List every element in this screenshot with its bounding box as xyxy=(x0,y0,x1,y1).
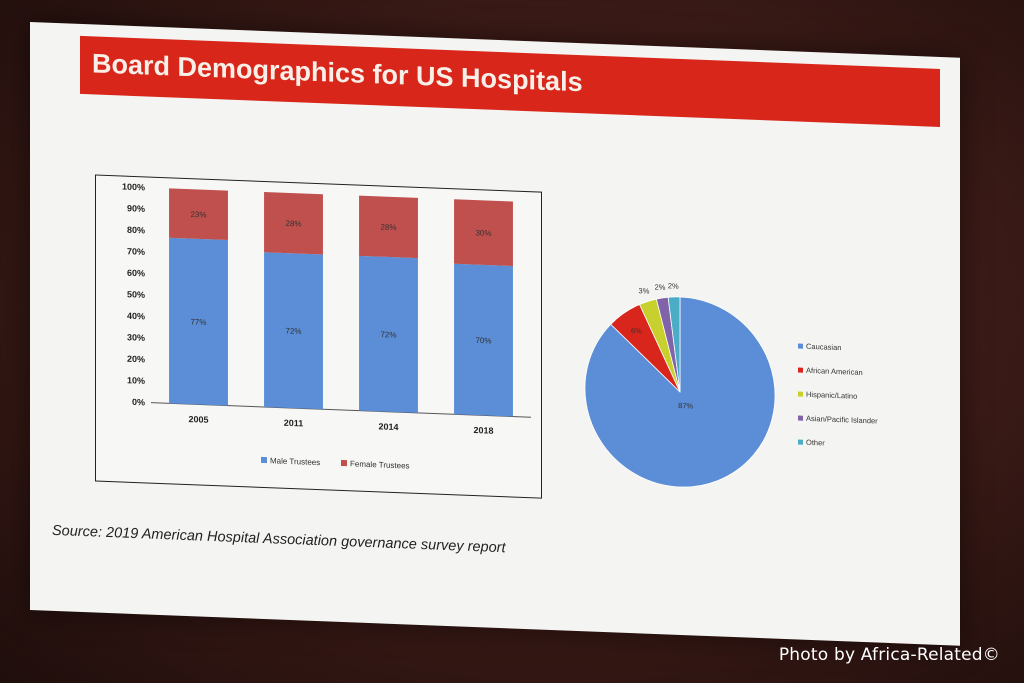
bar-segment xyxy=(169,237,228,406)
bar-segment xyxy=(454,263,513,417)
legend-swatch xyxy=(798,367,803,373)
source-note: Source: 2019 American Hospital Associati… xyxy=(52,522,506,557)
legend-label: Hispanic/Latino xyxy=(806,390,857,401)
legend-swatch xyxy=(341,459,347,467)
y-tick-label: 50% xyxy=(127,289,145,300)
legend-label: Male Trustees xyxy=(270,456,320,467)
presentation-slide: Board Demographics for US Hospitals 0% 10… xyxy=(30,22,960,646)
x-tick-label: 2018 xyxy=(473,425,493,436)
bar-segment xyxy=(359,195,418,259)
y-tick-label: 20% xyxy=(127,354,145,365)
pie-data-label: 6% xyxy=(631,326,642,335)
slide-title: Board Demographics for US Hospitals xyxy=(92,48,583,98)
legend-label: Caucasian xyxy=(806,342,841,352)
pie-data-label: 87% xyxy=(678,401,693,411)
legend-label: Asian/Pacific Islander xyxy=(806,414,878,426)
bar-segment xyxy=(264,191,323,255)
bar-data-label: 70% xyxy=(475,336,491,346)
bar-data-label: 28% xyxy=(380,223,396,233)
legend-swatch xyxy=(798,343,803,349)
stacked-bar-chart: 0% 10% 20% 30% 40% 50% 60% 70% 80% 90% 100% 77% 23% 2… xyxy=(95,174,542,499)
bar-data-label: 23% xyxy=(190,210,206,220)
bar-segment xyxy=(359,255,418,413)
bar-data-label: 28% xyxy=(285,219,301,229)
bar-segment xyxy=(264,252,323,410)
y-tick-label: 30% xyxy=(127,332,145,343)
bar-segment xyxy=(454,199,513,267)
bar-data-label: 72% xyxy=(380,330,396,340)
bar-data-label: 72% xyxy=(285,326,301,336)
x-tick-label: 2011 xyxy=(284,418,304,429)
pie-data-label: 3% xyxy=(639,286,650,295)
title-bar: Board Demographics for US Hospitals xyxy=(80,35,940,127)
pie-data-label: 2% xyxy=(668,281,679,290)
y-tick-label: 60% xyxy=(127,268,145,279)
pie-data-label: 2% xyxy=(655,282,666,291)
pie-slice xyxy=(667,296,681,393)
bar-chart-svg: 0% 10% 20% 30% 40% 50% 60% 70% 80% 90% 100% 77% 23% 2… xyxy=(122,182,531,471)
pie-chart: 87% 6% 3% 2% 2% Caucasian African American Hisp… xyxy=(580,268,950,522)
y-tick-label: 100% xyxy=(122,182,145,193)
bar-data-label: 77% xyxy=(190,317,206,327)
pie-chart-svg: 87% 6% 3% 2% 2% Caucasian African American Hisp… xyxy=(584,281,878,488)
legend-label: Female Trustees xyxy=(350,459,410,470)
x-tick-label: 2005 xyxy=(188,414,208,425)
y-tick-label: 90% xyxy=(127,203,145,214)
legend-label: Other xyxy=(806,438,825,448)
legend-label: African American xyxy=(806,366,863,377)
legend-swatch xyxy=(261,456,267,464)
y-tick-label: 0% xyxy=(132,397,145,407)
legend-swatch xyxy=(798,439,803,445)
y-tick-label: 70% xyxy=(127,246,145,257)
bar-data-label: 30% xyxy=(475,228,491,238)
legend-swatch xyxy=(798,391,803,397)
x-tick-label: 2014 xyxy=(378,421,398,432)
y-tick-label: 10% xyxy=(127,375,145,386)
photo-credit: Photo by Africa-Related© xyxy=(778,645,1000,665)
y-tick-label: 80% xyxy=(127,225,145,236)
y-tick-label: 40% xyxy=(127,311,145,322)
legend-swatch xyxy=(798,415,803,421)
bar-segment xyxy=(169,188,228,241)
